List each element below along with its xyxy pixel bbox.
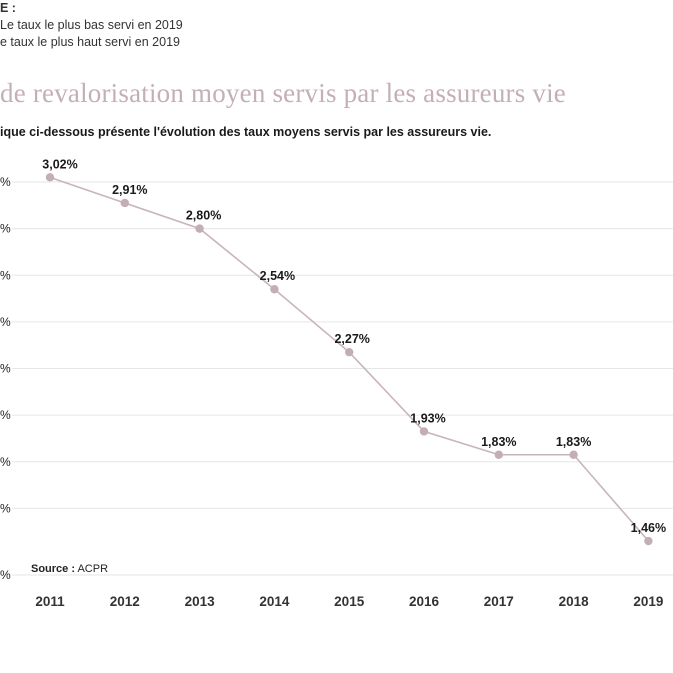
series-line <box>49 176 650 542</box>
x-tick-label-2015: 2015 <box>334 594 365 609</box>
data-label-2014: 2,54% <box>260 269 295 283</box>
data-point-2017 <box>494 450 503 459</box>
y-tick-label-0: % <box>0 568 11 582</box>
chart-subtitle: ique ci-dessous présente l'évolution des… <box>0 125 492 139</box>
x-tick-label-2013: 2013 <box>185 594 216 609</box>
data-point-2019 <box>644 536 653 546</box>
data-label-2016: 1,93% <box>410 411 445 425</box>
line-chart: %%%%%%%%% 3,02% 2,91% 2,80% 2,54% 2,27% 1,93% 1… <box>0 157 673 609</box>
data-label-2013: 2,80% <box>186 209 221 223</box>
source-note: Source : ACPR <box>31 563 108 575</box>
x-tick-label-2019: 2019 <box>633 594 663 609</box>
legend-header: E : <box>0 1 16 15</box>
x-tick-label-2012: 2012 <box>110 594 140 609</box>
data-label-2015: 2,27% <box>334 332 369 346</box>
data-point-2016 <box>419 427 429 436</box>
data-point-2015 <box>345 347 354 357</box>
data-label-2011: 3,02% <box>42 157 77 171</box>
data-label-2012: 2,91% <box>112 183 147 197</box>
y-tick-label-4: % <box>0 362 11 376</box>
y-tick-label-2: % <box>0 455 11 469</box>
data-point-2012 <box>120 198 129 208</box>
data-label-2019: 1,46% <box>631 521 666 535</box>
x-tick-label-2018: 2018 <box>559 594 590 609</box>
legend-item-lowest: Le taux le plus bas servi en 2019 <box>0 18 183 32</box>
data-label-2017: 1,83% <box>481 435 516 449</box>
data-point-2018 <box>569 450 578 459</box>
source-value: ACPR <box>77 563 109 575</box>
data-point-2013 <box>195 224 204 233</box>
data-label-2018: 1,83% <box>556 435 591 449</box>
legend: E : Le taux le plus bas servi en 2019 e … <box>0 0 183 51</box>
y-tick-label-6: % <box>0 268 11 282</box>
source-label: Source : <box>31 563 76 575</box>
y-tick-label-8: % <box>0 175 11 189</box>
data-point-2014 <box>270 285 279 294</box>
data-point-2011 <box>45 173 55 182</box>
chart-title: de revalorisation moyen servis par les a… <box>0 78 566 108</box>
x-tick-label-2017: 2017 <box>484 594 514 609</box>
y-tick-label-3: % <box>0 408 11 422</box>
x-tick-label-2014: 2014 <box>259 594 290 609</box>
x-tick-label-2011: 2011 <box>35 594 65 609</box>
y-tick-label-1: % <box>0 501 11 515</box>
x-tick-label-2016: 2016 <box>409 594 440 609</box>
y-tick-label-5: % <box>0 315 11 329</box>
y-tick-label-7: % <box>0 222 11 236</box>
legend-item-highest: e taux le plus haut servi en 2019 <box>0 35 180 49</box>
